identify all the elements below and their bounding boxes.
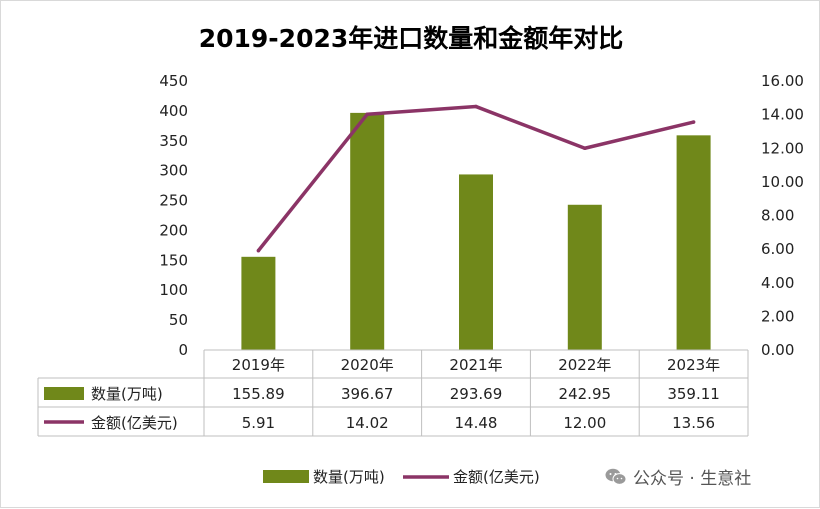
bar [241,256,276,350]
legend-label: 数量(万吨) [313,468,385,486]
wechat-icon [605,468,627,485]
y-right-tick-label: 16.00 [761,72,804,90]
legend-label: 金额(亿美元) [453,468,540,486]
table-row-label: 金额(亿美元) [91,414,178,432]
bar [567,204,602,350]
y-left-tick-label: 250 [159,192,188,210]
y-left-tick-label: 150 [159,251,188,269]
data-label-amount: 14.02 [346,414,389,432]
y-left-tick-label: 450 [159,72,188,90]
y-left-tick-label: 300 [159,162,188,180]
line-point [365,112,370,117]
watermark: 公众号 · 生意社 [605,464,751,489]
y-right-tick-label: 8.00 [761,207,794,225]
y-left-tick-label: 0 [178,341,188,359]
x-category-label: 2019年 [232,356,285,374]
y-left-tick-label: 100 [159,281,188,299]
watermark-text: 公众号 · 生意社 [633,469,752,489]
line-point [474,104,478,109]
data-label-quantity: 155.89 [232,385,285,403]
x-category-label: 2021年 [449,356,502,374]
data-label-quantity: 293.69 [450,385,503,403]
line-point [691,120,696,124]
data-label-amount: 12.00 [563,414,606,432]
bar [350,112,385,350]
table-row-label: 数量(万吨) [91,385,163,403]
line-point [256,248,261,253]
y-left-tick-label: 350 [159,132,188,150]
data-label-quantity: 396.67 [341,385,394,403]
y-right-tick-label: 12.00 [761,139,804,157]
x-category-label: 2022年 [558,356,611,374]
data-label-quantity: 242.95 [559,385,612,403]
data-label-amount: 5.91 [242,414,275,432]
table-key-bar [44,387,84,400]
y-right-tick-label: 4.00 [761,274,794,292]
y-left-tick-label: 400 [159,102,188,120]
data-label-quantity: 359.11 [667,385,720,403]
bar [459,174,493,350]
data-label-amount: 14.48 [455,414,498,432]
y-left-tick-label: 200 [159,221,188,239]
x-category-label: 2023年 [667,356,720,374]
y-right-tick-label: 14.00 [761,106,804,124]
y-left-tick-label: 50 [169,311,188,329]
y-right-tick-label: 10.00 [761,173,804,191]
bar [676,135,711,350]
data-label-amount: 13.56 [672,414,715,432]
x-category-label: 2020年 [341,356,394,374]
y-right-tick-label: 2.00 [761,307,794,325]
line-point [583,146,587,151]
y-right-tick-label: 0.00 [761,341,794,359]
y-right-tick-label: 6.00 [761,240,794,258]
legend-key-bar [263,470,309,483]
chart-title: 2019-2023年进口数量和金额年对比 [198,24,624,53]
